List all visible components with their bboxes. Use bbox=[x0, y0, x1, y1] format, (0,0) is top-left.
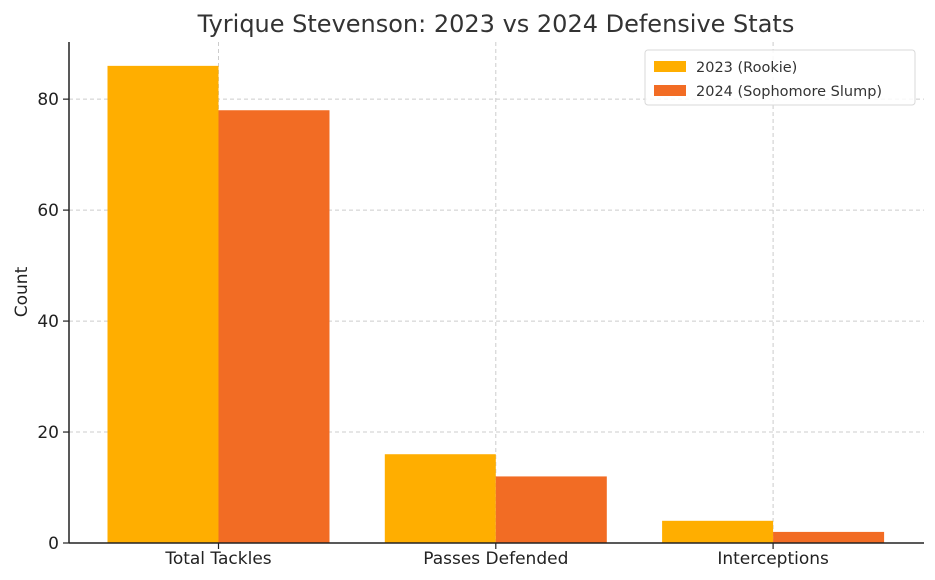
legend-label: 2024 (Sophomore Slump) bbox=[696, 84, 882, 100]
y-tick-label: 40 bbox=[37, 312, 59, 332]
chart-title: Tyrique Stevenson: 2023 vs 2024 Defensiv… bbox=[197, 10, 795, 38]
bar-2023-0 bbox=[107, 65, 219, 543]
bar-2023-1 bbox=[384, 454, 496, 543]
y-ticks: 0 20 40 60 80 bbox=[37, 90, 69, 554]
bar-2024-1 bbox=[495, 476, 607, 543]
x-tick-label: Interceptions bbox=[717, 549, 829, 569]
y-tick-label: 0 bbox=[48, 534, 59, 554]
legend-swatch bbox=[654, 61, 686, 72]
axes bbox=[68, 42, 924, 544]
y-axis-label: Count bbox=[12, 266, 32, 317]
y-tick-label: 80 bbox=[37, 90, 59, 110]
x-ticks: Total Tackles Passes Defended Interception… bbox=[164, 543, 829, 569]
legend-swatch bbox=[654, 85, 686, 96]
legend-label: 2023 (Rookie) bbox=[696, 60, 797, 76]
x-tick-label: Total Tackles bbox=[164, 549, 271, 569]
legend: 2023 (Rookie) 2024 (Sophomore Slump) bbox=[644, 49, 916, 106]
bars bbox=[107, 65, 885, 543]
bar-2024-2 bbox=[773, 531, 885, 543]
legend-box bbox=[644, 49, 916, 106]
y-tick-label: 60 bbox=[37, 201, 59, 221]
x-tick-label: Passes Defended bbox=[423, 549, 568, 569]
y-tick-label: 20 bbox=[37, 423, 59, 443]
bar-2023-2 bbox=[662, 520, 774, 543]
bar-2024-0 bbox=[218, 110, 330, 543]
